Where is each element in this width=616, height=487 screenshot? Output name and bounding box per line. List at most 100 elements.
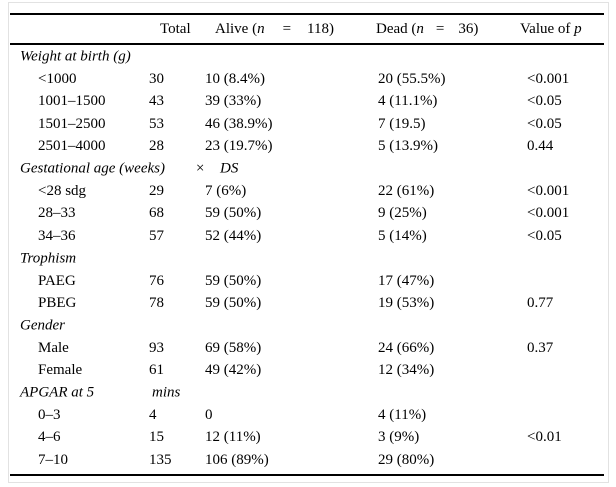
cell-p-value: <0.05 [527, 93, 562, 110]
section-label: DS [220, 160, 239, 177]
section-label: Trophism [20, 250, 77, 267]
cell-dead: 17 (47%) [378, 272, 435, 289]
table-row: <1000 30 10 (8.4%) 20 (55.5%) <0.001 [10, 68, 604, 90]
cell-total: 93 [149, 339, 164, 356]
header-total: Total [160, 20, 191, 37]
cell-dead: 7 (19.5) [378, 115, 426, 132]
header-p-value: Value of p [520, 21, 604, 38]
cell-total: 29 [149, 183, 164, 200]
cell-alive: 59 (50%) [205, 272, 262, 289]
section-header-row: Trophism [10, 248, 604, 270]
cell-dead: 12 (34%) [378, 362, 435, 379]
table-row: 0–3 4 0 4 (11%) [10, 404, 604, 426]
cell-alive: 52 (44%) [205, 227, 262, 244]
cell-alive: 23 (19.7%) [205, 138, 273, 155]
table-row: PBEG 78 59 (50%) 19 (53%) 0.77 [10, 292, 604, 314]
cell-total: 61 [149, 362, 164, 379]
table-row: Female 61 49 (42%) 12 (34%) [10, 359, 604, 381]
cell-dead: 5 (14%) [378, 227, 427, 244]
table-row: 34–36 57 52 (44%) 5 (14%) <0.05 [10, 225, 604, 247]
cell-alive: 106 (89%) [205, 451, 269, 468]
section-header-row: APGAR at 5 mins [10, 382, 604, 404]
header-alive-n: n [257, 20, 265, 37]
header-p-symbol: p [574, 20, 582, 37]
cell-dead: 29 (80%) [378, 451, 435, 468]
cell-alive: 39 (33%) [205, 93, 262, 110]
cell-alive: 0 [205, 406, 213, 423]
table-row: <28 sdg 29 7 (6%) 22 (61%) <0.001 [10, 180, 604, 202]
cell-dead: 24 (66%) [378, 339, 435, 356]
cell-dead: 9 (25%) [378, 205, 427, 222]
row-label: 34–36 [38, 227, 76, 244]
section-label: Gender [20, 317, 65, 334]
cell-alive: 46 (38.9%) [205, 115, 273, 132]
section-header-row: Gender [10, 315, 604, 337]
table-row: 7–10 135 106 (89%) 29 (80%) [10, 449, 604, 471]
cell-p-value: <0.01 [527, 429, 562, 446]
cell-alive: 7 (6%) [205, 183, 247, 200]
row-label: 4–6 [38, 429, 61, 446]
header-p-pre: Value of [520, 20, 575, 37]
cell-total: 135 [149, 451, 172, 468]
row-label: 2501–4000 [38, 138, 106, 155]
cell-alive: 59 (50%) [205, 205, 262, 222]
cell-dead: 22 (61%) [378, 183, 435, 200]
row-label: Male [38, 339, 69, 356]
outcomes-table: Total Alive (n = 118) Dead (n = 36) Value of… [10, 13, 604, 477]
header-alive-pre: Alive ( [215, 20, 258, 37]
row-label: PAEG [38, 272, 76, 289]
cell-total: 28 [149, 138, 164, 155]
header-alive-num: 118) [307, 20, 334, 37]
cell-p-value: 0.44 [527, 138, 554, 155]
row-label: 0–3 [38, 406, 61, 423]
row-label: 1001–1500 [38, 93, 106, 110]
row-label: 1501–2500 [38, 115, 106, 132]
table-row: 2501–4000 28 23 (19.7%) 5 (13.9%) 0.44 [10, 136, 604, 158]
section-label: Gestational age (weeks) [20, 160, 165, 177]
cell-dead: 4 (11.1%) [378, 93, 438, 110]
cell-p-value: 0.77 [527, 294, 554, 311]
cell-dead: 4 (11%) [378, 406, 427, 423]
cell-alive: 69 (58%) [205, 339, 262, 356]
row-label: <28 sdg [38, 183, 87, 200]
table-row: 1001–1500 43 39 (33%) 4 (11.1%) <0.05 [10, 91, 604, 113]
cell-total: 4 [149, 406, 157, 423]
table-row: 4–6 15 12 (11%) 3 (9%) <0.01 [10, 427, 604, 449]
cell-p-value: <0.001 [527, 205, 570, 222]
row-label: 7–10 [38, 451, 68, 468]
cell-dead: 19 (53%) [378, 294, 435, 311]
cell-p-value: <0.001 [527, 183, 570, 200]
section-label: × [195, 160, 206, 177]
cell-p-value: 0.37 [527, 339, 554, 356]
cell-total: 15 [149, 429, 164, 446]
row-label: <1000 [38, 71, 77, 88]
section-label: APGAR at 5 [20, 384, 95, 401]
header-dead-n: n [416, 20, 424, 37]
cell-alive: 10 (8.4%) [205, 71, 265, 88]
cell-p-value: <0.001 [527, 71, 570, 88]
cell-dead: 3 (9%) [378, 429, 420, 446]
table-header-row: Total Alive (n = 118) Dead (n = 36) Value of… [10, 15, 604, 45]
row-label: PBEG [38, 294, 77, 311]
cell-total: 57 [149, 227, 164, 244]
cell-alive: 12 (11%) [205, 429, 261, 446]
cell-total: 68 [149, 205, 164, 222]
cell-p-value: <0.05 [527, 227, 562, 244]
header-alive-eq: = [282, 20, 292, 37]
cell-total: 30 [149, 71, 164, 88]
row-label: Female [38, 362, 83, 379]
cell-alive: 49 (42%) [205, 362, 262, 379]
cell-p-value: <0.05 [527, 115, 562, 132]
section-label: mins [152, 384, 181, 401]
table-row: 28–33 68 59 (50%) 9 (25%) <0.001 [10, 203, 604, 225]
cell-total: 53 [149, 115, 164, 132]
section-header-row: Gestational age (weeks) × DS [10, 158, 604, 180]
cell-dead: 5 (13.9%) [378, 138, 438, 155]
row-label: 28–33 [38, 205, 76, 222]
section-header-row: Weight at birth (g) [10, 46, 604, 68]
cell-total: 76 [149, 272, 164, 289]
header-dead-eq: = [435, 20, 445, 37]
cell-total: 43 [149, 93, 164, 110]
header-dead-pre: Dead ( [376, 20, 417, 37]
cell-dead: 20 (55.5%) [378, 71, 446, 88]
